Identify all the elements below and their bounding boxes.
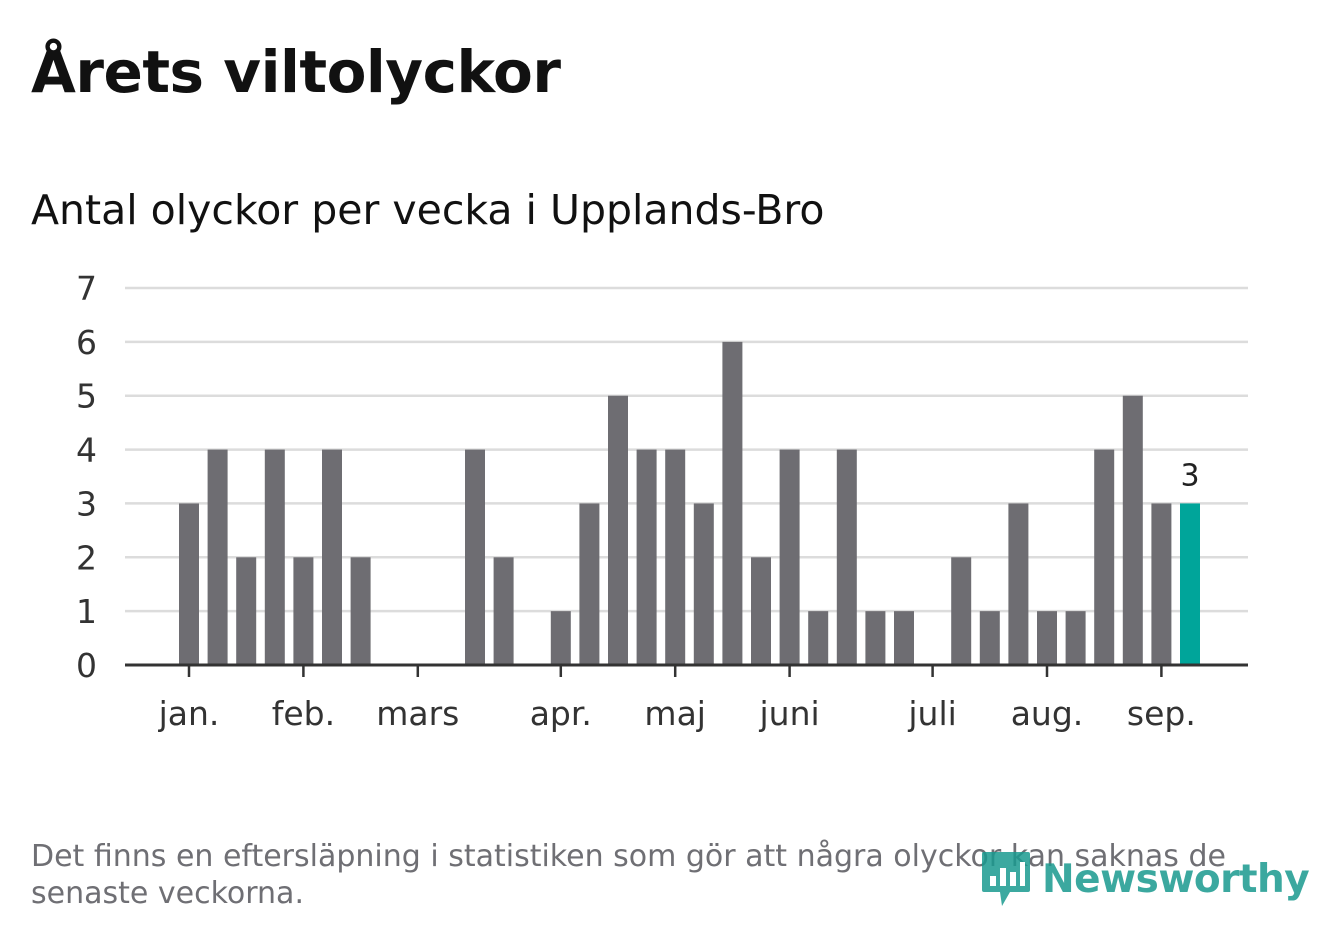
bar (579, 503, 600, 665)
bar (1122, 395, 1143, 665)
bar (179, 503, 199, 665)
bar (808, 611, 829, 665)
bar-chart-bubble-icon (982, 852, 1030, 906)
y-tick-label: 3 (76, 484, 97, 523)
y-tick-label: 0 (76, 646, 97, 685)
bar (1151, 503, 1172, 665)
bar (493, 557, 514, 665)
chart-subtitle: Antal olyckor per vecka i Upplands-Bro (31, 186, 825, 234)
bar (1065, 611, 1086, 665)
data-label-latest: 3 (1180, 458, 1199, 493)
data-labels: 3 (1180, 458, 1199, 493)
x-axis-labels: jan. feb. mars apr. maj juni juli aug. sep. (158, 694, 1196, 733)
y-tick-label: 6 (76, 323, 97, 362)
y-tick-label: 1 (76, 592, 97, 631)
bar (1037, 611, 1057, 665)
bar (264, 449, 285, 665)
bar-latest-week (1180, 503, 1200, 665)
brand-name: Newsworthy (1042, 856, 1310, 902)
bar (207, 449, 228, 665)
bar (322, 449, 342, 665)
bar (779, 449, 800, 665)
bar-chart: 0 1 2 3 4 5 6 7 jan. feb. mars apr. maj juni juli aug.… (76, 269, 1248, 733)
bar (465, 449, 485, 665)
bars (179, 341, 1200, 665)
x-tick-label: juli (907, 694, 956, 733)
bar (836, 449, 857, 665)
x-tick-label: jan. (158, 694, 220, 733)
bar (293, 557, 314, 665)
bar (865, 611, 886, 665)
bar (722, 341, 743, 665)
x-tick-label: feb. (272, 694, 335, 733)
x-tick-label: maj (644, 694, 706, 733)
bar (636, 449, 657, 665)
x-tick-label: mars (376, 694, 459, 733)
bar (894, 611, 914, 665)
y-tick-label: 5 (76, 377, 97, 416)
y-tick-label: 7 (76, 269, 97, 308)
chart-title: Årets viltolyckor (31, 38, 561, 106)
bar (979, 611, 1000, 665)
bar (1008, 503, 1029, 665)
x-tick-label: juni (759, 694, 820, 733)
x-tick-label: aug. (1011, 694, 1084, 733)
y-tick-label: 2 (76, 538, 97, 577)
bar (550, 611, 571, 665)
bar (665, 449, 686, 665)
bar (236, 557, 257, 665)
y-tick-label: 4 (76, 431, 97, 470)
bar (350, 557, 371, 665)
brand-logo: Newsworthy (980, 848, 1310, 910)
x-tick-label: sep. (1127, 694, 1196, 733)
bar (693, 503, 714, 665)
y-axis-labels: 0 1 2 3 4 5 6 7 (76, 269, 97, 685)
x-axis (125, 663, 1248, 677)
bar (951, 557, 972, 665)
x-tick-label: apr. (530, 694, 592, 733)
bar (1094, 449, 1115, 665)
bar (608, 395, 628, 665)
bar (751, 557, 771, 665)
